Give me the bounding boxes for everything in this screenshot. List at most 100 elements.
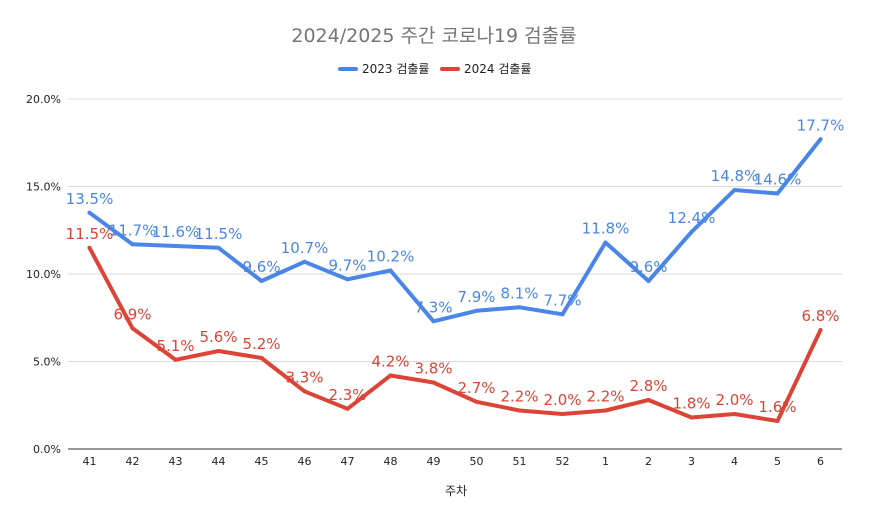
series-line-1[interactable] [87, 245, 823, 423]
data-label-1: 2.8% [629, 377, 667, 395]
data-point-1[interactable] [130, 326, 135, 331]
data-point-0[interactable] [560, 312, 565, 317]
data-point-1[interactable] [818, 328, 823, 332]
legend-label-2024: 2024 검출률 [464, 62, 531, 76]
data-label-1: 2.3% [328, 386, 366, 404]
x-tick-label: 48 [384, 455, 398, 468]
data-label-1: 1.8% [672, 395, 710, 413]
data-label-1: 2.2% [500, 388, 538, 406]
x-tick-label: 4 [731, 455, 738, 468]
data-point-1[interactable] [689, 415, 694, 420]
data-label-0: 11.7% [109, 221, 157, 239]
data-point-0[interactable] [130, 242, 135, 247]
data-point-1[interactable] [388, 373, 393, 378]
x-tick-label: 47 [341, 455, 355, 468]
x-tick-label: 3 [688, 455, 695, 468]
data-label-1: 1.6% [758, 398, 796, 416]
data-label-0: 11.8% [582, 220, 630, 238]
x-tick-label: 44 [212, 455, 226, 468]
data-point-0[interactable] [87, 210, 92, 215]
x-tick-label: 6 [817, 455, 824, 468]
data-point-0[interactable] [431, 319, 436, 324]
x-tick-label: 52 [556, 455, 570, 468]
x-tick-label: 43 [169, 455, 183, 468]
data-point-1[interactable] [560, 412, 565, 416]
data-point-1[interactable] [732, 412, 737, 416]
data-label-0: 10.7% [281, 239, 329, 257]
data-label-1: 4.2% [371, 353, 409, 371]
data-point-1[interactable] [87, 245, 92, 250]
x-axis-label: 주차 [445, 484, 467, 498]
data-point-0[interactable] [259, 279, 264, 283]
data-point-0[interactable] [173, 244, 178, 248]
y-tick-label: 15.0% [26, 181, 61, 194]
data-label-0: 14.8% [711, 167, 759, 185]
series-line-0[interactable] [87, 137, 823, 324]
data-point-0[interactable] [216, 245, 221, 250]
data-point-1[interactable] [517, 408, 522, 413]
data-point-0[interactable] [603, 240, 608, 245]
data-label-0: 9.6% [629, 258, 667, 276]
data-point-0[interactable] [689, 230, 694, 234]
legend-item-2024[interactable]: 2024 검출률 [440, 62, 531, 76]
x-tick-label: 49 [427, 455, 441, 468]
data-point-1[interactable] [431, 380, 436, 385]
data-labels: 13.5%11.7%11.6%11.5%9.6%10.7%9.7% 10.2%7.… [66, 116, 845, 416]
legend: 2023 검출률 2024 검출률 [338, 62, 531, 76]
data-label-1: 2.0% [543, 391, 581, 409]
data-point-1[interactable] [474, 399, 479, 404]
data-point-0[interactable] [646, 279, 651, 283]
data-label-1: 5.1% [156, 337, 194, 355]
data-point-1[interactable] [775, 419, 780, 423]
data-point-0[interactable] [732, 188, 737, 192]
data-label-1: 2.7% [457, 379, 495, 397]
data-point-1[interactable] [302, 389, 307, 394]
data-label-1: 11.5% [66, 225, 114, 243]
data-label-0: 7.9% [457, 288, 495, 306]
y-tick-label: 10.0% [26, 268, 61, 281]
data-label-1: 5.2% [242, 335, 280, 353]
legend-label-2023: 2023 검출률 [362, 62, 429, 76]
data-point-0[interactable] [302, 259, 307, 264]
data-label-1: 3.8% [414, 360, 452, 378]
y-tick-label: 0.0% [33, 443, 61, 456]
x-tick-label: 42 [126, 455, 140, 468]
data-point-0[interactable] [388, 268, 393, 273]
data-label-1: 2.0% [715, 391, 753, 409]
x-tick-label: 2 [645, 455, 652, 468]
data-label-0: 13.5% [66, 190, 114, 208]
y-tick-label: 5.0% [33, 356, 61, 369]
x-tick-label: 45 [255, 455, 269, 468]
data-point-0[interactable] [818, 137, 823, 142]
data-point-0[interactable] [775, 191, 780, 196]
x-tick-label: 1 [602, 455, 609, 468]
data-point-1[interactable] [345, 406, 350, 411]
data-label-0: 12.4% [668, 209, 716, 227]
gridlines [68, 98, 842, 450]
data-point-0[interactable] [474, 308, 479, 313]
data-point-0[interactable] [345, 277, 350, 282]
data-label-1: 3.3% [285, 368, 323, 386]
data-label-0: 7.3% [414, 298, 452, 316]
data-point-1[interactable] [259, 356, 264, 360]
data-label-0: 11.6% [152, 223, 200, 241]
y-axis-ticks: 0.0% 5.0% 10.0% 15.0% 20.0% [26, 93, 61, 456]
y-tick-label: 20.0% [26, 93, 61, 106]
data-label-0: 7.7% [543, 291, 581, 309]
legend-item-2023[interactable]: 2023 검출률 [338, 62, 429, 76]
data-point-1[interactable] [173, 357, 178, 362]
data-point-0[interactable] [517, 305, 522, 310]
x-tick-label: 51 [513, 455, 527, 468]
data-point-1[interactable] [603, 408, 608, 413]
x-tick-label: 50 [470, 455, 484, 468]
data-label-1: 6.8% [801, 307, 839, 325]
data-label-1: 2.2% [586, 388, 624, 406]
data-label-1: 6.9% [113, 305, 151, 323]
data-point-1[interactable] [646, 398, 651, 402]
data-label-0: 10.2% [367, 248, 415, 266]
data-label-0: 8.1% [500, 284, 538, 302]
x-tick-label: 5 [774, 455, 781, 468]
data-point-1[interactable] [216, 349, 221, 353]
